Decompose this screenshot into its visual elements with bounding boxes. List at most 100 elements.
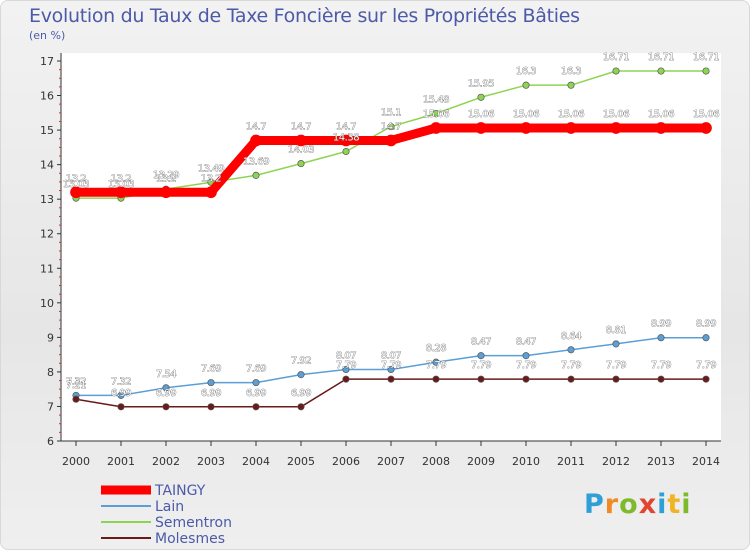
data-point xyxy=(297,371,305,379)
data-point xyxy=(295,134,307,147)
data-point xyxy=(475,122,487,134)
data-label: 13.2 xyxy=(66,173,86,184)
data-label: 14.7 xyxy=(336,121,356,132)
x-tick-label: 2005 xyxy=(287,455,315,468)
data-point xyxy=(610,122,622,134)
data-label: 7.21 xyxy=(66,380,86,391)
x-tick-label: 2007 xyxy=(377,455,405,468)
y-tick-label: 8 xyxy=(47,366,54,379)
logo-letter: P xyxy=(584,489,605,520)
data-point xyxy=(387,375,395,383)
data-point xyxy=(117,391,125,399)
data-label: 7.32 xyxy=(111,376,131,387)
data-label: 14.7 xyxy=(246,121,266,132)
data-point xyxy=(432,109,440,118)
data-point xyxy=(567,346,575,354)
x-tick-label: 2001 xyxy=(107,455,135,468)
x-tick-label: 2004 xyxy=(242,455,270,468)
data-label: 7.79 xyxy=(696,360,716,371)
data-point xyxy=(207,403,215,411)
y-tick-label: 15 xyxy=(40,124,54,137)
data-point xyxy=(342,365,350,374)
data-point xyxy=(657,375,665,383)
data-point xyxy=(297,160,305,168)
x-tick-label: 2010 xyxy=(512,455,540,468)
data-point xyxy=(567,375,575,383)
data-label: 7.54 xyxy=(156,369,176,380)
x-tick-label: 2002 xyxy=(152,455,180,468)
data-label: 13.2 xyxy=(111,173,131,184)
data-label: 8.47 xyxy=(516,337,536,348)
data-point xyxy=(387,365,395,374)
data-label: 16.3 xyxy=(561,66,581,77)
data-point xyxy=(162,403,170,411)
data-point xyxy=(250,134,262,147)
data-label: 7.69 xyxy=(246,364,266,375)
data-point xyxy=(522,81,530,89)
data-label: 13.69 xyxy=(243,156,269,167)
data-point xyxy=(657,334,665,342)
data-label: 8.99 xyxy=(651,319,671,330)
data-label: 16.71 xyxy=(693,52,719,63)
data-point xyxy=(117,403,125,411)
data-label: 15.48 xyxy=(423,95,449,106)
data-label: 7.69 xyxy=(201,364,221,375)
data-point xyxy=(432,375,440,383)
data-point xyxy=(612,340,620,348)
data-label: 15.06 xyxy=(513,109,539,120)
y-tick-label: 13 xyxy=(40,193,54,206)
data-label: 7.79 xyxy=(381,360,401,371)
data-point xyxy=(70,186,82,199)
y-tick-label: 17 xyxy=(40,55,54,68)
data-label: 15.06 xyxy=(693,109,719,120)
x-tick-label: 2009 xyxy=(467,455,495,468)
x-tick-label: 2000 xyxy=(62,455,90,468)
data-label: 15.06 xyxy=(423,109,449,120)
legend-label-molesmes: Molesmes xyxy=(155,531,225,547)
y-tick-label: 11 xyxy=(40,262,54,275)
data-label: 13.03 xyxy=(63,179,89,190)
data-label: 16.71 xyxy=(648,52,674,63)
chart-unit-label: (en %) xyxy=(29,29,66,42)
data-label: 8.07 xyxy=(336,350,356,361)
data-point xyxy=(430,122,442,134)
legend-label-sementron: Sementron xyxy=(155,515,232,531)
y-tick-label: 7 xyxy=(47,400,54,413)
x-tick-label: 2014 xyxy=(692,455,720,468)
data-label: 15.95 xyxy=(468,78,494,89)
legend-label-taingy: TAINGY xyxy=(154,483,206,499)
data-label: 15.06 xyxy=(558,109,584,120)
data-point xyxy=(252,379,260,387)
data-label: 14.38 xyxy=(333,133,359,144)
data-label: 8.81 xyxy=(606,325,626,336)
data-label: 7.79 xyxy=(561,360,581,371)
x-tick-label: 2013 xyxy=(647,455,675,468)
data-point xyxy=(297,403,305,411)
data-label: 16.3 xyxy=(516,66,536,77)
y-tick-label: 9 xyxy=(47,331,54,344)
data-point xyxy=(160,186,172,199)
data-point xyxy=(387,123,395,131)
y-tick-label: 6 xyxy=(47,435,54,448)
data-label: 7.79 xyxy=(336,360,356,371)
data-point xyxy=(702,375,710,383)
legend-label-lain: Lain xyxy=(155,499,184,515)
data-point xyxy=(385,134,397,147)
data-label: 8.28 xyxy=(426,343,446,354)
data-label: 7.79 xyxy=(516,360,536,371)
data-label: 15.06 xyxy=(648,109,674,120)
data-point xyxy=(702,334,710,342)
x-tick-label: 2011 xyxy=(557,455,585,468)
x-tick-label: 2003 xyxy=(197,455,225,468)
data-point xyxy=(115,186,127,199)
data-point xyxy=(340,134,352,147)
data-label: 15.06 xyxy=(468,109,494,120)
logo-letter: o xyxy=(619,489,639,520)
data-point xyxy=(702,67,710,75)
logo-letter: r xyxy=(604,489,620,520)
data-point xyxy=(612,375,620,383)
data-label: 6.99 xyxy=(291,388,311,399)
y-tick-label: 16 xyxy=(40,90,54,103)
data-point xyxy=(655,122,667,134)
